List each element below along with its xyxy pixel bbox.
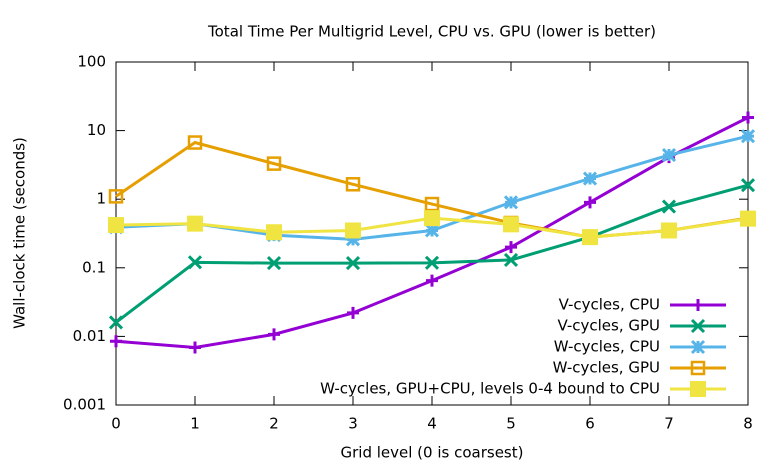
- x-axis-label: Grid level (0 is coarsest): [341, 444, 524, 462]
- y-tick-label: 0.01: [73, 327, 106, 345]
- data-point: [345, 256, 361, 271]
- data-point: [661, 147, 677, 163]
- legend-marker: [690, 318, 706, 334]
- data-point: [108, 189, 124, 204]
- y-axis-label: Wall-clock time (seconds): [11, 137, 29, 329]
- data-point: [187, 255, 203, 270]
- x-tick-label: 7: [664, 415, 674, 433]
- x-tick-label: 2: [269, 415, 279, 433]
- legend-marker: [690, 381, 706, 397]
- y-tick-label: 0.1: [82, 258, 106, 276]
- data-point: [582, 229, 598, 246]
- data-point: [189, 341, 201, 354]
- data-point: [505, 241, 517, 254]
- x-tick-label: 5: [506, 415, 516, 433]
- data-point: [424, 196, 440, 212]
- legend-label: V-cycles, GPU: [557, 317, 660, 335]
- data-point: [266, 156, 282, 171]
- x-tick-label: 4: [427, 415, 437, 433]
- data-point: [345, 232, 361, 247]
- legend-label: W-cycles, CPU: [554, 338, 660, 356]
- data-point: [345, 222, 361, 239]
- legend-label: W-cycles, GPU+CPU, levels 0-4 bound to C…: [320, 380, 660, 398]
- data-point: [266, 256, 282, 271]
- data-point: [582, 171, 598, 186]
- legend-marker: [690, 339, 706, 355]
- data-point: [110, 335, 122, 348]
- y-tick-label: 100: [77, 53, 106, 71]
- data-point: [503, 252, 519, 268]
- x-tick-label: 3: [348, 415, 358, 433]
- legend-label: V-cycles, CPU: [559, 296, 660, 314]
- data-point: [347, 306, 359, 319]
- data-point: [424, 255, 440, 270]
- data-point: [424, 223, 440, 238]
- data-point: [108, 315, 124, 330]
- data-point: [108, 217, 124, 234]
- y-tick-label: 1: [96, 190, 106, 208]
- x-tick-label: 6: [585, 415, 595, 433]
- data-point: [503, 195, 519, 210]
- legend-marker: [690, 360, 706, 376]
- y-tick-label: 0.001: [63, 396, 106, 414]
- data-point: [742, 111, 754, 124]
- x-tick-label: 1: [190, 415, 200, 433]
- data-point: [187, 135, 203, 150]
- legend-label: W-cycles, GPU: [553, 359, 660, 377]
- data-point: [740, 129, 756, 144]
- data-point: [740, 178, 756, 193]
- data-point: [187, 215, 203, 232]
- data-point: [266, 224, 282, 241]
- chart-title: Total Time Per Multigrid Level, CPU vs. …: [207, 23, 656, 41]
- x-tick-label: 0: [111, 415, 121, 433]
- legend-marker: [692, 299, 704, 311]
- data-point: [740, 210, 756, 227]
- x-tick-label: 8: [743, 415, 753, 433]
- data-point: [661, 222, 677, 239]
- data-point: [426, 274, 438, 287]
- data-point: [345, 177, 361, 192]
- data-point: [503, 216, 519, 233]
- data-point: [268, 328, 280, 341]
- y-tick-label: 10: [87, 121, 106, 139]
- data-point: [424, 210, 440, 227]
- data-point: [584, 196, 596, 209]
- data-point: [661, 199, 677, 214]
